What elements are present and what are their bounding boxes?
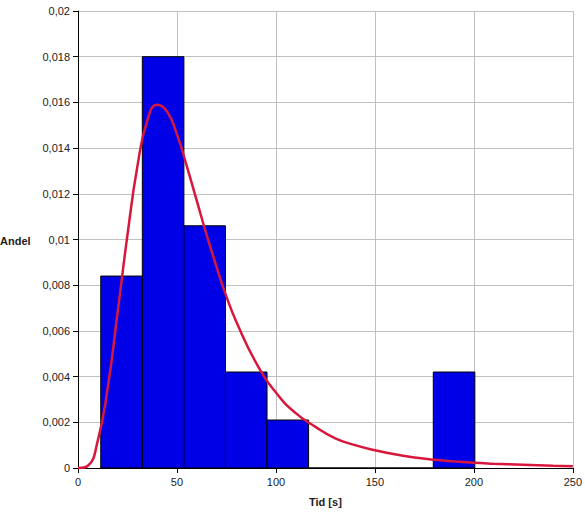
svg-text:200: 200: [465, 476, 483, 488]
svg-text:0,014: 0,014: [42, 142, 70, 154]
svg-text:Andel: Andel: [0, 235, 31, 247]
svg-text:150: 150: [366, 476, 384, 488]
svg-text:100: 100: [267, 476, 285, 488]
svg-text:0,02: 0,02: [49, 5, 70, 17]
svg-text:0,004: 0,004: [42, 371, 70, 383]
svg-text:0,018: 0,018: [42, 51, 70, 63]
svg-text:0,008: 0,008: [42, 279, 70, 291]
svg-text:50: 50: [171, 476, 183, 488]
svg-text:0,012: 0,012: [42, 188, 70, 200]
svg-text:0: 0: [75, 476, 81, 488]
svg-text:Tid [s]: Tid [s]: [309, 496, 342, 508]
svg-text:0,006: 0,006: [42, 325, 70, 337]
svg-text:0,01: 0,01: [49, 234, 70, 246]
svg-text:250: 250: [564, 476, 582, 488]
svg-text:0: 0: [64, 462, 70, 474]
svg-text:0,016: 0,016: [42, 96, 70, 108]
svg-text:0,002: 0,002: [42, 416, 70, 428]
